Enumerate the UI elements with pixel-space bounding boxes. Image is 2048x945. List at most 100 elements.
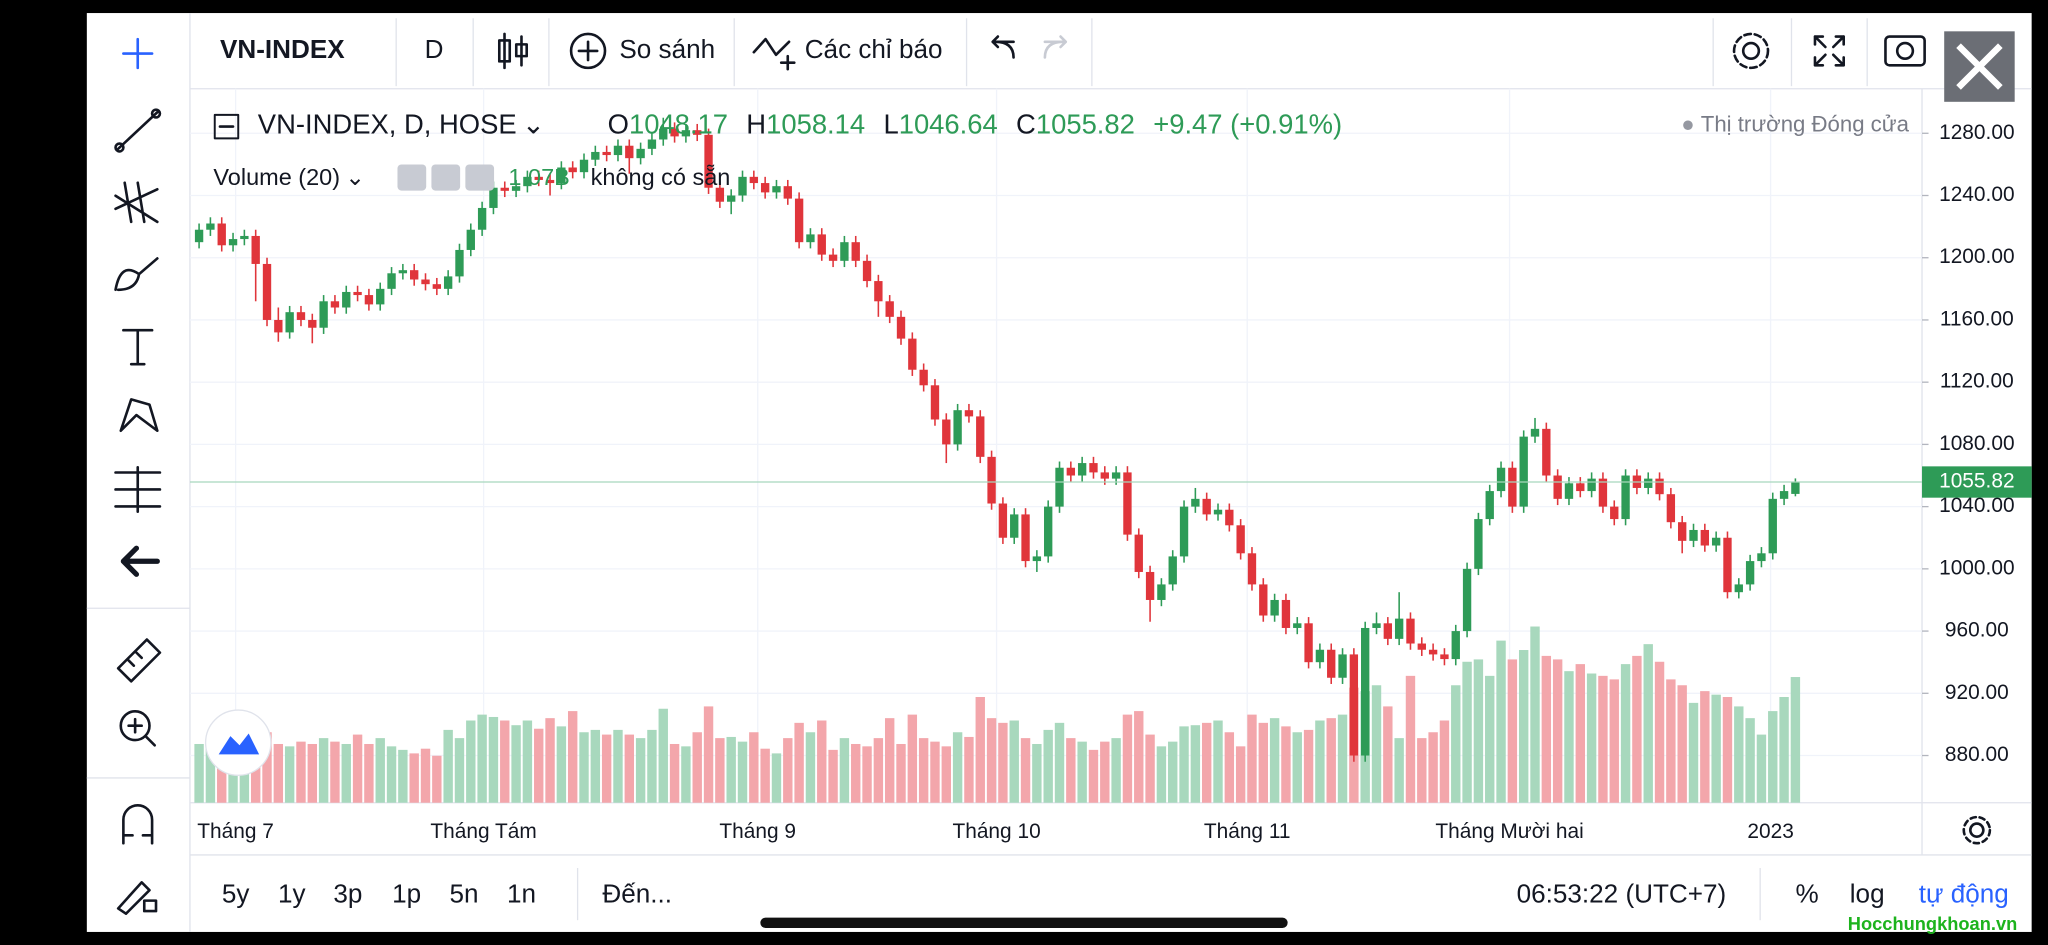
candle-body [421, 279, 430, 285]
clock: 06:53:22 (UTC+7) [1517, 878, 1727, 908]
candle-body [1406, 618, 1415, 644]
volume-bar [1134, 711, 1144, 803]
candle-body [1044, 506, 1053, 557]
volume-bar [1258, 722, 1268, 803]
compare-icon[interactable] [569, 32, 607, 70]
indicators-icon[interactable] [752, 37, 796, 71]
volume-bar [1009, 720, 1019, 803]
volume-bar [1677, 685, 1687, 803]
status-dot: ● [1681, 111, 1701, 136]
volume-bar [375, 738, 385, 803]
volume-bar [1190, 725, 1201, 803]
undo[interactable] [991, 35, 1015, 59]
range-button[interactable]: 5y [222, 878, 250, 908]
candle-body [1202, 498, 1211, 515]
volume-bar [194, 743, 204, 803]
logo-badge[interactable] [204, 709, 272, 776]
volume-bar [488, 716, 499, 803]
range-button[interactable]: 1y [278, 878, 306, 908]
volume-bar [1485, 675, 1495, 803]
volume-bar [783, 738, 793, 803]
candle-body [1745, 561, 1755, 585]
redo[interactable] [1043, 35, 1068, 59]
volume-bar [1032, 743, 1042, 803]
candle-body [1168, 556, 1177, 585]
range-button[interactable]: 1p [392, 878, 421, 908]
volume-bar [1734, 706, 1744, 803]
x-tick-label: Tháng Mười hai [1435, 820, 1583, 843]
range-button[interactable]: 3p [333, 878, 362, 908]
candle-type-icon[interactable] [497, 32, 529, 70]
screenshot[interactable] [1884, 35, 1926, 67]
log-toggle[interactable]: log [1850, 878, 1885, 908]
candle-body [1361, 627, 1370, 756]
candle-body [251, 235, 260, 264]
volume-title[interactable]: Volume (20) ⌄ [213, 164, 365, 190]
volume-bar [1383, 706, 1393, 803]
candle-body [1530, 428, 1540, 437]
market-status: ● Thị trường Đóng cửa [1681, 111, 1909, 136]
volume-bar [613, 729, 623, 803]
symbol[interactable]: VN-INDEX [220, 34, 345, 64]
candle-body [1587, 478, 1596, 492]
volume-bar [432, 755, 442, 803]
volume-bar [262, 732, 272, 803]
left-tools[interactable] [114, 37, 162, 915]
candle-body [1723, 537, 1732, 593]
candle-body [1757, 553, 1766, 562]
candle-body [489, 187, 498, 208]
candle-body [1293, 623, 1302, 628]
settings[interactable] [1732, 32, 1770, 70]
volume-bar [1235, 746, 1246, 803]
volume-bar [1496, 640, 1506, 803]
volume-bar [1756, 734, 1767, 803]
home-indicator [760, 917, 1288, 929]
volume-bar [386, 746, 397, 803]
interval[interactable]: D [425, 34, 444, 64]
goto-date[interactable]: Đến... [602, 878, 672, 908]
candle-body [964, 410, 974, 417]
volume-bar [805, 732, 816, 803]
volume-bar [862, 746, 872, 803]
volume-buttons[interactable] [397, 164, 495, 191]
legend-title[interactable]: VN-INDEX, D, HOSE ⌄ [258, 109, 545, 140]
candle-body [942, 419, 951, 445]
candle-body [511, 186, 521, 191]
axis-settings[interactable] [1962, 815, 1992, 845]
candle-body [727, 195, 736, 202]
range-button[interactable]: 5n [450, 878, 479, 908]
candle-body [500, 187, 509, 191]
volume-bar [817, 720, 827, 803]
range-button[interactable]: 1n [507, 878, 536, 908]
volume-bar [647, 729, 657, 803]
x-tick-label: Tháng 9 [719, 820, 796, 843]
percent-toggle[interactable]: % [1796, 878, 1819, 908]
compare[interactable]: So sánh [619, 34, 715, 64]
volume-bar [726, 736, 736, 803]
auto-toggle[interactable]: tự động [1919, 878, 2009, 908]
candle-body [1508, 467, 1517, 507]
volume-bar [454, 738, 465, 803]
candle-body [1542, 428, 1551, 476]
volume-bar [205, 738, 216, 803]
fullscreen[interactable] [1813, 35, 1846, 67]
volume-bar [986, 718, 997, 803]
watermark: Hocchungkhoan.vn [1848, 913, 2017, 934]
volume-bar [1043, 729, 1053, 803]
volume-bar [590, 729, 601, 803]
candle-body [625, 145, 634, 159]
volume-bar [1564, 671, 1574, 803]
candle-body [647, 139, 657, 149]
x-tick-label: Tháng Tám [430, 820, 536, 843]
collapse-icon[interactable] [213, 113, 240, 140]
volume-bar [466, 720, 476, 803]
volume-bar [273, 743, 284, 803]
last-price-label: 1055.82 [1939, 470, 2014, 493]
y-tick-label: 880.00 [1945, 743, 2009, 766]
volume-bar [239, 749, 250, 803]
indicators[interactable]: Các chỉ báo [805, 34, 943, 64]
volume-bar [1326, 718, 1336, 803]
candle-body [262, 263, 272, 320]
volume-bar [1020, 738, 1031, 803]
